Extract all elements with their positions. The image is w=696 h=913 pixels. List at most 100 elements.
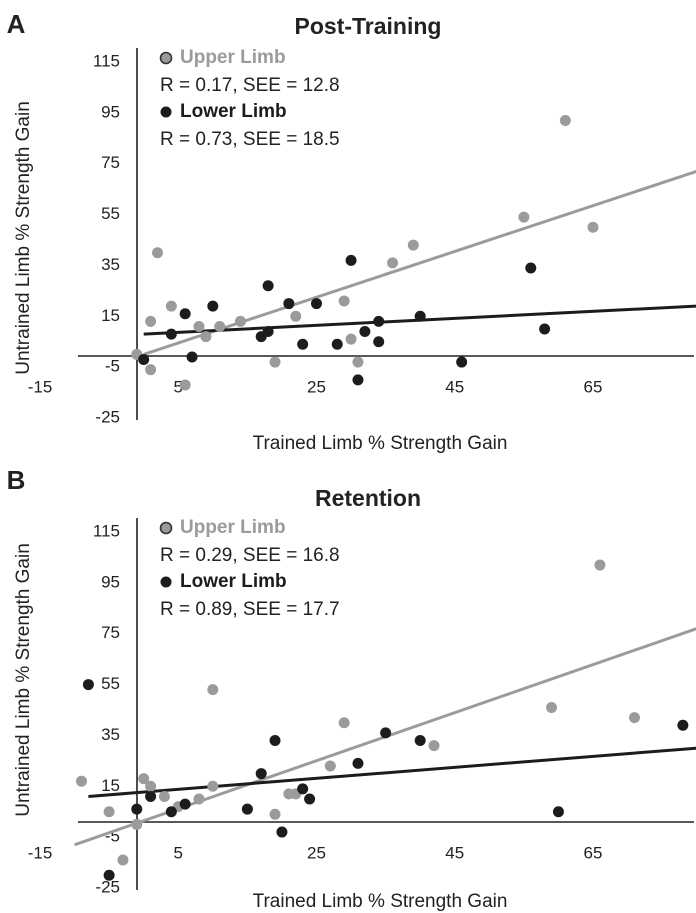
data-point-lower xyxy=(352,757,364,769)
data-point-lower xyxy=(186,351,198,363)
x-tick-label: 25 xyxy=(307,843,326,862)
data-point-upper xyxy=(138,773,150,785)
data-point-upper xyxy=(407,239,419,251)
legend-label-upper: Upper Limb xyxy=(180,47,286,68)
y-tick-label: -5 xyxy=(105,357,120,376)
legend-stats-upper: R = 0.17, SEE = 12.8 xyxy=(160,75,340,96)
data-point-upper xyxy=(387,257,399,269)
y-tick-label: 75 xyxy=(101,153,120,172)
data-point-upper xyxy=(214,320,226,332)
y-tick-label: 95 xyxy=(101,102,120,121)
data-point-lower xyxy=(283,298,295,310)
data-point-lower xyxy=(207,300,219,312)
x-tick-label: 65 xyxy=(584,377,603,396)
data-point-upper xyxy=(145,315,157,327)
data-point-upper xyxy=(179,379,191,391)
data-point-lower xyxy=(304,793,316,805)
data-point-upper xyxy=(594,559,606,571)
data-point-lower xyxy=(276,826,288,838)
y-tick-label: 35 xyxy=(101,255,120,274)
panel-letter: A xyxy=(7,9,26,39)
x-tick-label: 45 xyxy=(445,843,464,862)
x-axis-label: Trained Limb % Strength Gain xyxy=(253,891,508,912)
legend-stats-lower: R = 0.73, SEE = 18.5 xyxy=(160,129,340,150)
y-tick-label: 15 xyxy=(101,776,120,795)
data-point-lower xyxy=(359,326,371,338)
x-tick-label: -15 xyxy=(28,843,53,862)
data-point-upper xyxy=(269,356,281,368)
data-point-upper xyxy=(200,331,212,343)
data-point-lower xyxy=(539,323,551,335)
y-tick-label: 95 xyxy=(101,572,120,591)
y-axis-label: Untrained Limb % Strength Gain xyxy=(13,543,34,817)
trend-line-upper xyxy=(143,169,696,356)
data-point-upper xyxy=(290,310,302,322)
legend-marker-upper xyxy=(159,521,173,535)
data-point-lower xyxy=(352,374,364,386)
x-tick-label: 5 xyxy=(174,377,183,396)
data-point-upper xyxy=(559,114,571,126)
data-point-upper xyxy=(145,364,157,376)
data-point-lower xyxy=(269,735,281,747)
data-point-lower xyxy=(179,798,191,810)
y-tick-label: -25 xyxy=(95,407,120,426)
legend-stats-lower: R = 0.89, SEE = 17.7 xyxy=(160,599,340,620)
data-point-lower xyxy=(414,310,426,322)
legend-label-lower: Lower Limb xyxy=(180,101,287,122)
chart-title: Retention xyxy=(315,485,421,511)
y-tick-label: 115 xyxy=(93,521,120,540)
data-point-upper xyxy=(131,818,143,830)
data-point-upper xyxy=(338,295,350,307)
y-tick-label: -25 xyxy=(95,877,120,896)
x-tick-label: -15 xyxy=(28,377,53,396)
x-axis-label: Trained Limb % Strength Gain xyxy=(253,433,508,454)
y-tick-label: 55 xyxy=(101,674,120,693)
data-point-upper xyxy=(324,760,336,772)
data-point-upper xyxy=(428,740,440,752)
legend-label-lower: Lower Limb xyxy=(180,571,287,592)
data-point-upper xyxy=(158,790,170,802)
data-point-upper xyxy=(628,712,640,724)
y-axis-label: Untrained Limb % Strength Gain xyxy=(13,101,34,375)
data-point-lower xyxy=(103,869,115,881)
data-point-upper xyxy=(103,806,115,818)
y-tick-label: 35 xyxy=(101,725,120,744)
data-point-lower xyxy=(373,336,385,348)
data-point-upper xyxy=(193,320,205,332)
panel-letter: B xyxy=(7,465,26,495)
data-point-lower xyxy=(552,806,564,818)
data-point-lower xyxy=(456,356,468,368)
data-point-lower xyxy=(525,262,537,274)
data-point-lower xyxy=(345,254,357,266)
data-point-upper xyxy=(117,854,129,866)
data-point-lower xyxy=(373,315,385,327)
data-point-upper xyxy=(546,701,558,713)
data-point-upper xyxy=(207,684,219,696)
data-point-lower xyxy=(380,727,392,739)
y-tick-label: 15 xyxy=(101,306,120,325)
x-tick-label: 5 xyxy=(174,843,183,862)
data-point-upper xyxy=(152,247,164,259)
data-point-lower xyxy=(82,679,94,691)
data-point-upper xyxy=(193,793,205,805)
data-point-upper xyxy=(518,211,530,223)
data-point-upper xyxy=(145,780,157,792)
chart-title: Post-Training xyxy=(295,13,442,39)
data-point-lower xyxy=(311,298,322,310)
data-point-lower xyxy=(677,719,689,731)
data-point-lower xyxy=(145,790,157,802)
data-point-lower xyxy=(165,806,177,818)
data-point-lower xyxy=(138,354,150,366)
legend-marker-upper xyxy=(159,51,173,65)
data-point-upper xyxy=(352,356,364,368)
data-point-lower xyxy=(331,338,343,350)
chart-panel-post-training: A Post-Training 115 95 75 55 35 15 -5 -25 -15 5 25 45… xyxy=(7,9,696,454)
y-tick-label: 75 xyxy=(101,623,120,642)
data-point-upper xyxy=(165,300,177,312)
data-point-lower xyxy=(131,803,143,815)
data-point-lower xyxy=(179,308,191,320)
data-point-lower xyxy=(165,328,177,340)
y-tick-label: 55 xyxy=(101,204,120,223)
